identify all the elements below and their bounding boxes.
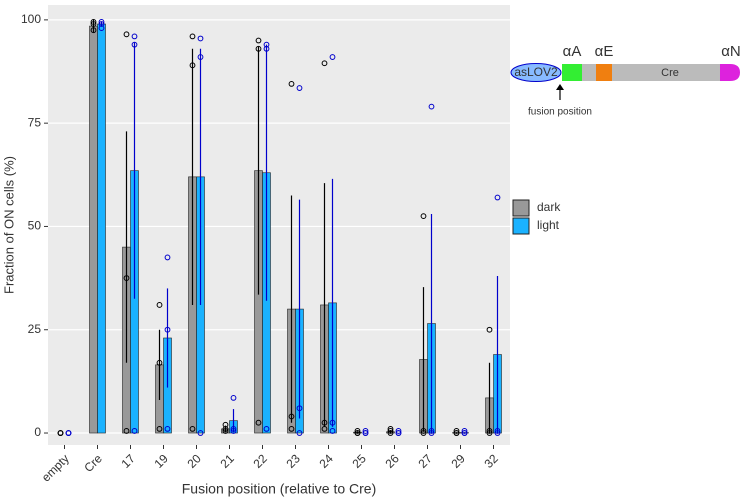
cre-domain: [562, 64, 722, 81]
y-tick-label: 75: [28, 115, 42, 129]
helix-e: [596, 64, 612, 81]
x-tick-label: Cre: [81, 451, 105, 475]
diagram: asLOV2 αA αE αN Cre fusion position: [511, 43, 741, 118]
legend-label: dark: [537, 200, 561, 214]
arrow-head: [556, 84, 564, 90]
x-tick-label: 19: [152, 451, 172, 471]
y-tick-label: 0: [34, 425, 41, 439]
x-tick-label: 17: [119, 451, 139, 471]
x-tick-label: 24: [317, 451, 337, 471]
x-tick-label: 20: [185, 451, 205, 471]
y-tick-label: 100: [21, 12, 41, 26]
x-tick-label: 29: [449, 451, 469, 471]
x-tick-label: empty: [39, 451, 72, 484]
helix-n: [720, 64, 740, 81]
lov-label: asLOV2: [514, 65, 558, 79]
y-axis-title: Fraction of ON cells (%): [1, 156, 16, 294]
x-axis-title: Fusion position (relative to Cre): [182, 481, 377, 497]
arrow-label: fusion position: [528, 107, 592, 118]
helix-n-label: αN: [721, 43, 741, 60]
bar: [90, 26, 98, 433]
panel: [48, 5, 510, 445]
x-tick-label: 32: [482, 451, 502, 471]
x-tick-label: 26: [383, 451, 403, 471]
x-tick-label: 23: [284, 451, 304, 471]
legend-swatch: [513, 200, 529, 216]
y-tick-label: 50: [28, 219, 42, 233]
x-tick-label: 22: [251, 451, 271, 471]
legend-label: light: [537, 218, 560, 232]
helix-a: [562, 64, 582, 81]
x-tick-label: 21: [218, 451, 238, 471]
x-tick-label: 25: [350, 451, 370, 471]
helix-a-label: αA: [563, 43, 582, 60]
y-tick-label: 25: [28, 322, 42, 336]
helix-e-label: αE: [595, 43, 614, 60]
legend-swatch: [513, 218, 529, 234]
bar: [98, 24, 106, 433]
cre-label: Cre: [661, 67, 679, 79]
x-tick-label: 27: [416, 451, 436, 471]
